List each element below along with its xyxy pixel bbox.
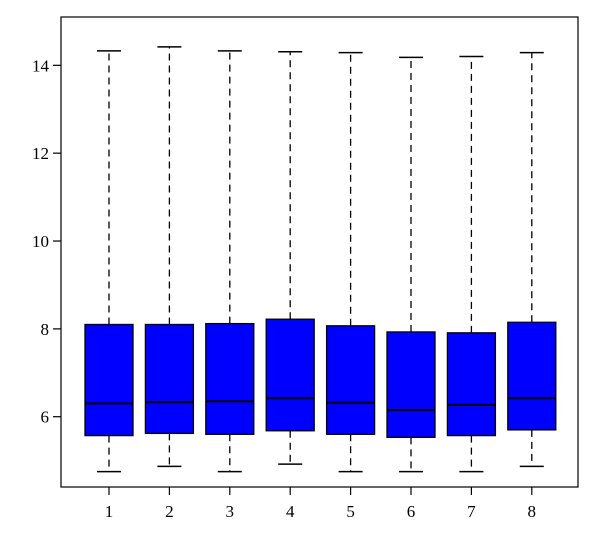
iqr-box bbox=[84, 323, 134, 437]
y-tick-label: 6 bbox=[41, 408, 50, 427]
y-tick-label: 10 bbox=[32, 232, 49, 251]
x-tick-label: 7 bbox=[467, 502, 476, 521]
x-axis: 1 2 3 4 5 6 7 8 bbox=[105, 487, 536, 521]
box-6 bbox=[386, 56, 436, 473]
iqr-box bbox=[386, 331, 436, 439]
y-tick-label: 8 bbox=[41, 320, 50, 339]
x-tick-label: 6 bbox=[407, 502, 416, 521]
y-tick-label: 14 bbox=[32, 56, 50, 75]
x-tick-label: 3 bbox=[226, 502, 235, 521]
iqr-box bbox=[446, 332, 497, 437]
x-tick-label: 4 bbox=[286, 502, 295, 521]
iqr-box bbox=[507, 321, 557, 431]
x-tick-label: 8 bbox=[528, 502, 537, 521]
box-4 bbox=[265, 50, 315, 465]
box-5 bbox=[325, 51, 376, 473]
box-2 bbox=[144, 46, 195, 468]
iqr-box bbox=[205, 322, 255, 435]
box-8 bbox=[507, 51, 557, 468]
iqr-box bbox=[325, 325, 376, 435]
x-tick-label: 5 bbox=[346, 502, 355, 521]
x-tick-label: 2 bbox=[165, 502, 174, 521]
box-3 bbox=[205, 50, 255, 473]
box-7 bbox=[446, 55, 497, 473]
y-tick-label: 12 bbox=[32, 144, 49, 163]
iqr-box bbox=[265, 318, 315, 432]
x-tick-label: 1 bbox=[105, 502, 114, 521]
y-axis: 6 8 10 12 14 bbox=[32, 56, 61, 427]
boxes bbox=[84, 46, 557, 473]
iqr-box bbox=[144, 323, 195, 435]
plot-frame bbox=[60, 16, 579, 488]
box-1 bbox=[84, 50, 134, 473]
